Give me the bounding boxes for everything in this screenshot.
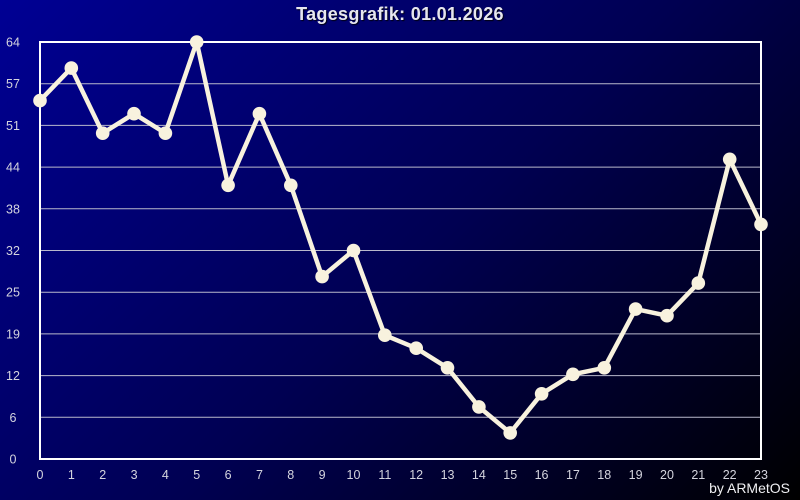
x-tick-label: 6 <box>225 468 232 482</box>
x-tick-label: 0 <box>37 468 44 482</box>
x-tick-label: 5 <box>193 468 200 482</box>
x-tick-label: 15 <box>503 468 517 482</box>
data-point-marker <box>378 328 392 343</box>
data-point-marker <box>597 361 612 375</box>
y-tick-label: 57 <box>6 77 20 91</box>
x-tick-label: 12 <box>409 468 423 482</box>
x-tick-label: 18 <box>597 468 611 482</box>
x-tick-label: 13 <box>441 468 455 482</box>
y-tick-label: 19 <box>6 327 20 341</box>
plot-frame <box>39 41 762 460</box>
data-line <box>37 39 764 436</box>
x-tick-label: 19 <box>629 468 643 482</box>
data-point-marker <box>158 126 173 140</box>
x-tick-label: 8 <box>287 468 294 482</box>
y-tick-label: 38 <box>6 202 20 216</box>
y-tick-label: 12 <box>6 369 20 383</box>
data-point-marker <box>566 367 580 382</box>
chart-title: Tagesgrafik: 01.01.2026 <box>296 4 504 24</box>
data-point-marker <box>660 308 674 323</box>
data-point-marker <box>189 35 204 49</box>
x-tick-label: 11 <box>378 468 391 482</box>
data-point-marker <box>127 106 141 121</box>
data-point-marker <box>722 152 737 167</box>
y-tick-label: 32 <box>6 244 20 258</box>
x-tick-label: 4 <box>162 468 169 482</box>
data-point-marker <box>503 426 517 440</box>
y-tick-label: 44 <box>6 161 20 175</box>
data-point-marker <box>33 93 47 108</box>
x-tick-label: 21 <box>691 468 705 482</box>
data-point-marker <box>95 126 110 140</box>
x-tick-label: 1 <box>68 468 75 482</box>
x-tick-label: 17 <box>566 468 580 482</box>
data-point-marker <box>440 361 455 375</box>
y-tick-label: 25 <box>6 286 20 300</box>
data-point-marker <box>284 178 298 193</box>
x-tick-label: 14 <box>472 468 486 482</box>
x-tick-label: 9 <box>319 468 326 482</box>
x-tick-label: 23 <box>754 468 768 482</box>
data-point-marker <box>315 269 329 284</box>
x-tick-label: 2 <box>99 468 106 482</box>
x-tick-label: 20 <box>660 468 674 482</box>
x-tick-label: 10 <box>347 468 361 482</box>
data-point-marker <box>252 106 267 121</box>
x-tick-label: 7 <box>256 468 263 482</box>
data-point-marker <box>472 400 486 414</box>
y-tick-label: 6 <box>10 411 17 425</box>
x-tick-label: 3 <box>131 468 138 482</box>
data-point-marker <box>691 276 706 290</box>
credit-label: by ARMetOS <box>709 480 790 496</box>
data-point-marker <box>346 243 361 258</box>
data-point-marker <box>64 61 79 75</box>
data-point-marker <box>754 217 768 232</box>
x-tick-label: 16 <box>535 468 549 482</box>
y-tick-label: 0 <box>10 453 17 467</box>
data-point-marker <box>221 178 235 193</box>
y-tick-label: 64 <box>6 36 20 50</box>
data-point-marker <box>628 302 643 316</box>
y-tick-label: 51 <box>6 119 20 133</box>
data-point-marker <box>534 387 549 401</box>
x-tick-label: 22 <box>723 468 737 482</box>
data-point-marker <box>409 341 424 356</box>
